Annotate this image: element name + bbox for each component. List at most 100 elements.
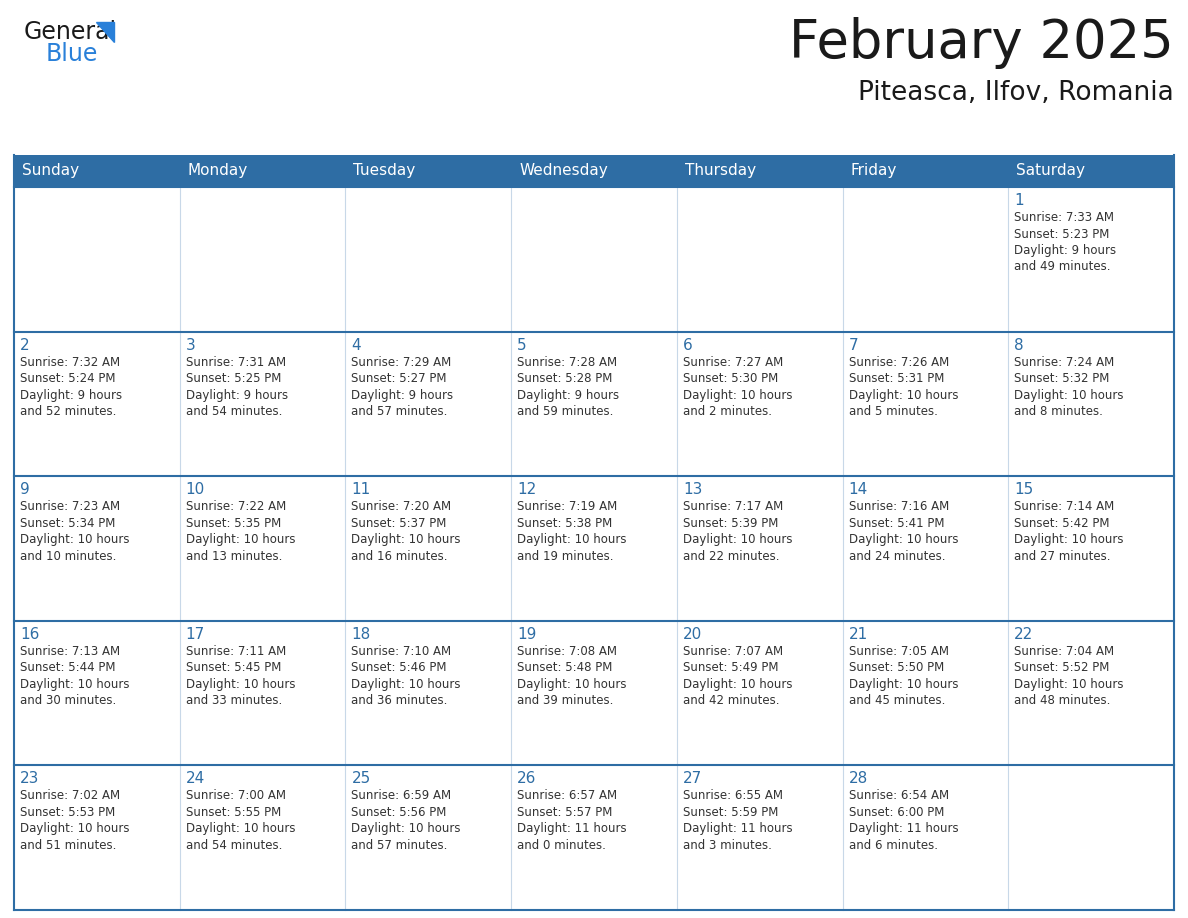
Bar	[511, 621, 677, 766]
Text: Sunrise: 7:10 AM
Sunset: 5:46 PM
Daylight: 10 hours
and 36 minutes.: Sunrise: 7:10 AM Sunset: 5:46 PM Dayligh…	[352, 644, 461, 707]
Text: 26: 26	[517, 771, 537, 787]
Text: 21: 21	[848, 627, 867, 642]
Text: 13: 13	[683, 482, 702, 498]
Text: Thursday: Thursday	[684, 163, 756, 178]
Bar	[842, 766, 1009, 910]
Bar	[677, 621, 842, 766]
Bar	[346, 621, 511, 766]
Text: February 2025: February 2025	[789, 17, 1174, 69]
Text: 8: 8	[1015, 338, 1024, 353]
Bar	[1009, 766, 1174, 910]
Bar	[677, 331, 842, 476]
Text: 9: 9	[20, 482, 30, 498]
Text: 14: 14	[848, 482, 867, 498]
Text: Sunrise: 7:04 AM
Sunset: 5:52 PM
Daylight: 10 hours
and 48 minutes.: Sunrise: 7:04 AM Sunset: 5:52 PM Dayligh…	[1015, 644, 1124, 707]
Bar	[179, 621, 346, 766]
Text: Wednesday: Wednesday	[519, 163, 608, 178]
Text: 23: 23	[20, 771, 39, 787]
Text: 22: 22	[1015, 627, 1034, 642]
Text: 16: 16	[20, 627, 39, 642]
Text: 6: 6	[683, 338, 693, 353]
Text: Sunrise: 7:05 AM
Sunset: 5:50 PM
Daylight: 10 hours
and 45 minutes.: Sunrise: 7:05 AM Sunset: 5:50 PM Dayligh…	[848, 644, 958, 707]
Bar	[179, 187, 346, 331]
Text: 25: 25	[352, 771, 371, 787]
Text: Sunrise: 7:22 AM
Sunset: 5:35 PM
Daylight: 10 hours
and 13 minutes.: Sunrise: 7:22 AM Sunset: 5:35 PM Dayligh…	[185, 500, 295, 563]
Bar	[677, 476, 842, 621]
Bar	[842, 187, 1009, 331]
Text: Sunrise: 7:32 AM
Sunset: 5:24 PM
Daylight: 9 hours
and 52 minutes.: Sunrise: 7:32 AM Sunset: 5:24 PM Dayligh…	[20, 355, 122, 418]
Bar	[511, 331, 677, 476]
Text: Sunrise: 7:27 AM
Sunset: 5:30 PM
Daylight: 10 hours
and 2 minutes.: Sunrise: 7:27 AM Sunset: 5:30 PM Dayligh…	[683, 355, 792, 418]
Bar	[1009, 621, 1174, 766]
Bar	[14, 187, 179, 331]
Text: 10: 10	[185, 482, 206, 498]
Text: Sunrise: 6:55 AM
Sunset: 5:59 PM
Daylight: 11 hours
and 3 minutes.: Sunrise: 6:55 AM Sunset: 5:59 PM Dayligh…	[683, 789, 792, 852]
Bar	[511, 476, 677, 621]
Bar	[842, 331, 1009, 476]
Text: Piteasca, Ilfov, Romania: Piteasca, Ilfov, Romania	[858, 80, 1174, 106]
Text: 20: 20	[683, 627, 702, 642]
Bar	[1009, 187, 1174, 331]
Text: Sunrise: 7:13 AM
Sunset: 5:44 PM
Daylight: 10 hours
and 30 minutes.: Sunrise: 7:13 AM Sunset: 5:44 PM Dayligh…	[20, 644, 129, 707]
Text: 1: 1	[1015, 193, 1024, 208]
Text: Sunrise: 6:54 AM
Sunset: 6:00 PM
Daylight: 11 hours
and 6 minutes.: Sunrise: 6:54 AM Sunset: 6:00 PM Dayligh…	[848, 789, 959, 852]
Polygon shape	[96, 22, 114, 42]
Bar	[179, 331, 346, 476]
Text: 28: 28	[848, 771, 867, 787]
Text: 17: 17	[185, 627, 206, 642]
Text: Sunrise: 6:57 AM
Sunset: 5:57 PM
Daylight: 11 hours
and 0 minutes.: Sunrise: 6:57 AM Sunset: 5:57 PM Dayligh…	[517, 789, 627, 852]
Bar	[346, 331, 511, 476]
Text: 4: 4	[352, 338, 361, 353]
Text: Blue: Blue	[46, 42, 99, 66]
Text: Saturday: Saturday	[1016, 163, 1086, 178]
Text: Sunrise: 7:26 AM
Sunset: 5:31 PM
Daylight: 10 hours
and 5 minutes.: Sunrise: 7:26 AM Sunset: 5:31 PM Dayligh…	[848, 355, 958, 418]
Text: 12: 12	[517, 482, 537, 498]
Text: 27: 27	[683, 771, 702, 787]
Bar	[677, 187, 842, 331]
Bar	[842, 476, 1009, 621]
Text: Sunrise: 7:08 AM
Sunset: 5:48 PM
Daylight: 10 hours
and 39 minutes.: Sunrise: 7:08 AM Sunset: 5:48 PM Dayligh…	[517, 644, 626, 707]
Text: General: General	[24, 20, 118, 44]
Text: Sunrise: 7:29 AM
Sunset: 5:27 PM
Daylight: 9 hours
and 57 minutes.: Sunrise: 7:29 AM Sunset: 5:27 PM Dayligh…	[352, 355, 454, 418]
Text: Sunrise: 7:07 AM
Sunset: 5:49 PM
Daylight: 10 hours
and 42 minutes.: Sunrise: 7:07 AM Sunset: 5:49 PM Dayligh…	[683, 644, 792, 707]
Text: Sunrise: 7:00 AM
Sunset: 5:55 PM
Daylight: 10 hours
and 54 minutes.: Sunrise: 7:00 AM Sunset: 5:55 PM Dayligh…	[185, 789, 295, 852]
Bar	[14, 476, 179, 621]
Bar	[511, 766, 677, 910]
Text: Friday: Friday	[851, 163, 897, 178]
Bar	[511, 187, 677, 331]
Bar	[179, 766, 346, 910]
Bar	[346, 187, 511, 331]
Bar	[1009, 476, 1174, 621]
Bar	[14, 331, 179, 476]
Bar	[14, 621, 179, 766]
Text: 3: 3	[185, 338, 196, 353]
Text: 24: 24	[185, 771, 206, 787]
Text: Sunrise: 7:23 AM
Sunset: 5:34 PM
Daylight: 10 hours
and 10 minutes.: Sunrise: 7:23 AM Sunset: 5:34 PM Dayligh…	[20, 500, 129, 563]
Text: Sunrise: 7:11 AM
Sunset: 5:45 PM
Daylight: 10 hours
and 33 minutes.: Sunrise: 7:11 AM Sunset: 5:45 PM Dayligh…	[185, 644, 295, 707]
Bar	[14, 155, 1174, 187]
Text: 11: 11	[352, 482, 371, 498]
Text: Sunrise: 7:31 AM
Sunset: 5:25 PM
Daylight: 9 hours
and 54 minutes.: Sunrise: 7:31 AM Sunset: 5:25 PM Dayligh…	[185, 355, 287, 418]
Text: Monday: Monday	[188, 163, 248, 178]
Bar	[677, 766, 842, 910]
Text: 5: 5	[517, 338, 526, 353]
Text: Sunrise: 7:16 AM
Sunset: 5:41 PM
Daylight: 10 hours
and 24 minutes.: Sunrise: 7:16 AM Sunset: 5:41 PM Dayligh…	[848, 500, 958, 563]
Bar	[346, 476, 511, 621]
Text: Sunrise: 7:33 AM
Sunset: 5:23 PM
Daylight: 9 hours
and 49 minutes.: Sunrise: 7:33 AM Sunset: 5:23 PM Dayligh…	[1015, 211, 1117, 274]
Bar	[179, 476, 346, 621]
Text: 2: 2	[20, 338, 30, 353]
Text: Sunrise: 7:20 AM
Sunset: 5:37 PM
Daylight: 10 hours
and 16 minutes.: Sunrise: 7:20 AM Sunset: 5:37 PM Dayligh…	[352, 500, 461, 563]
Bar	[346, 766, 511, 910]
Text: Sunrise: 7:14 AM
Sunset: 5:42 PM
Daylight: 10 hours
and 27 minutes.: Sunrise: 7:14 AM Sunset: 5:42 PM Dayligh…	[1015, 500, 1124, 563]
Text: Tuesday: Tuesday	[353, 163, 416, 178]
Text: Sunrise: 7:02 AM
Sunset: 5:53 PM
Daylight: 10 hours
and 51 minutes.: Sunrise: 7:02 AM Sunset: 5:53 PM Dayligh…	[20, 789, 129, 852]
Text: Sunrise: 6:59 AM
Sunset: 5:56 PM
Daylight: 10 hours
and 57 minutes.: Sunrise: 6:59 AM Sunset: 5:56 PM Dayligh…	[352, 789, 461, 852]
Text: 15: 15	[1015, 482, 1034, 498]
Text: Sunrise: 7:19 AM
Sunset: 5:38 PM
Daylight: 10 hours
and 19 minutes.: Sunrise: 7:19 AM Sunset: 5:38 PM Dayligh…	[517, 500, 626, 563]
Bar	[842, 621, 1009, 766]
Text: 18: 18	[352, 627, 371, 642]
Bar	[14, 766, 179, 910]
Text: Sunrise: 7:17 AM
Sunset: 5:39 PM
Daylight: 10 hours
and 22 minutes.: Sunrise: 7:17 AM Sunset: 5:39 PM Dayligh…	[683, 500, 792, 563]
Text: 19: 19	[517, 627, 537, 642]
Text: 7: 7	[848, 338, 858, 353]
